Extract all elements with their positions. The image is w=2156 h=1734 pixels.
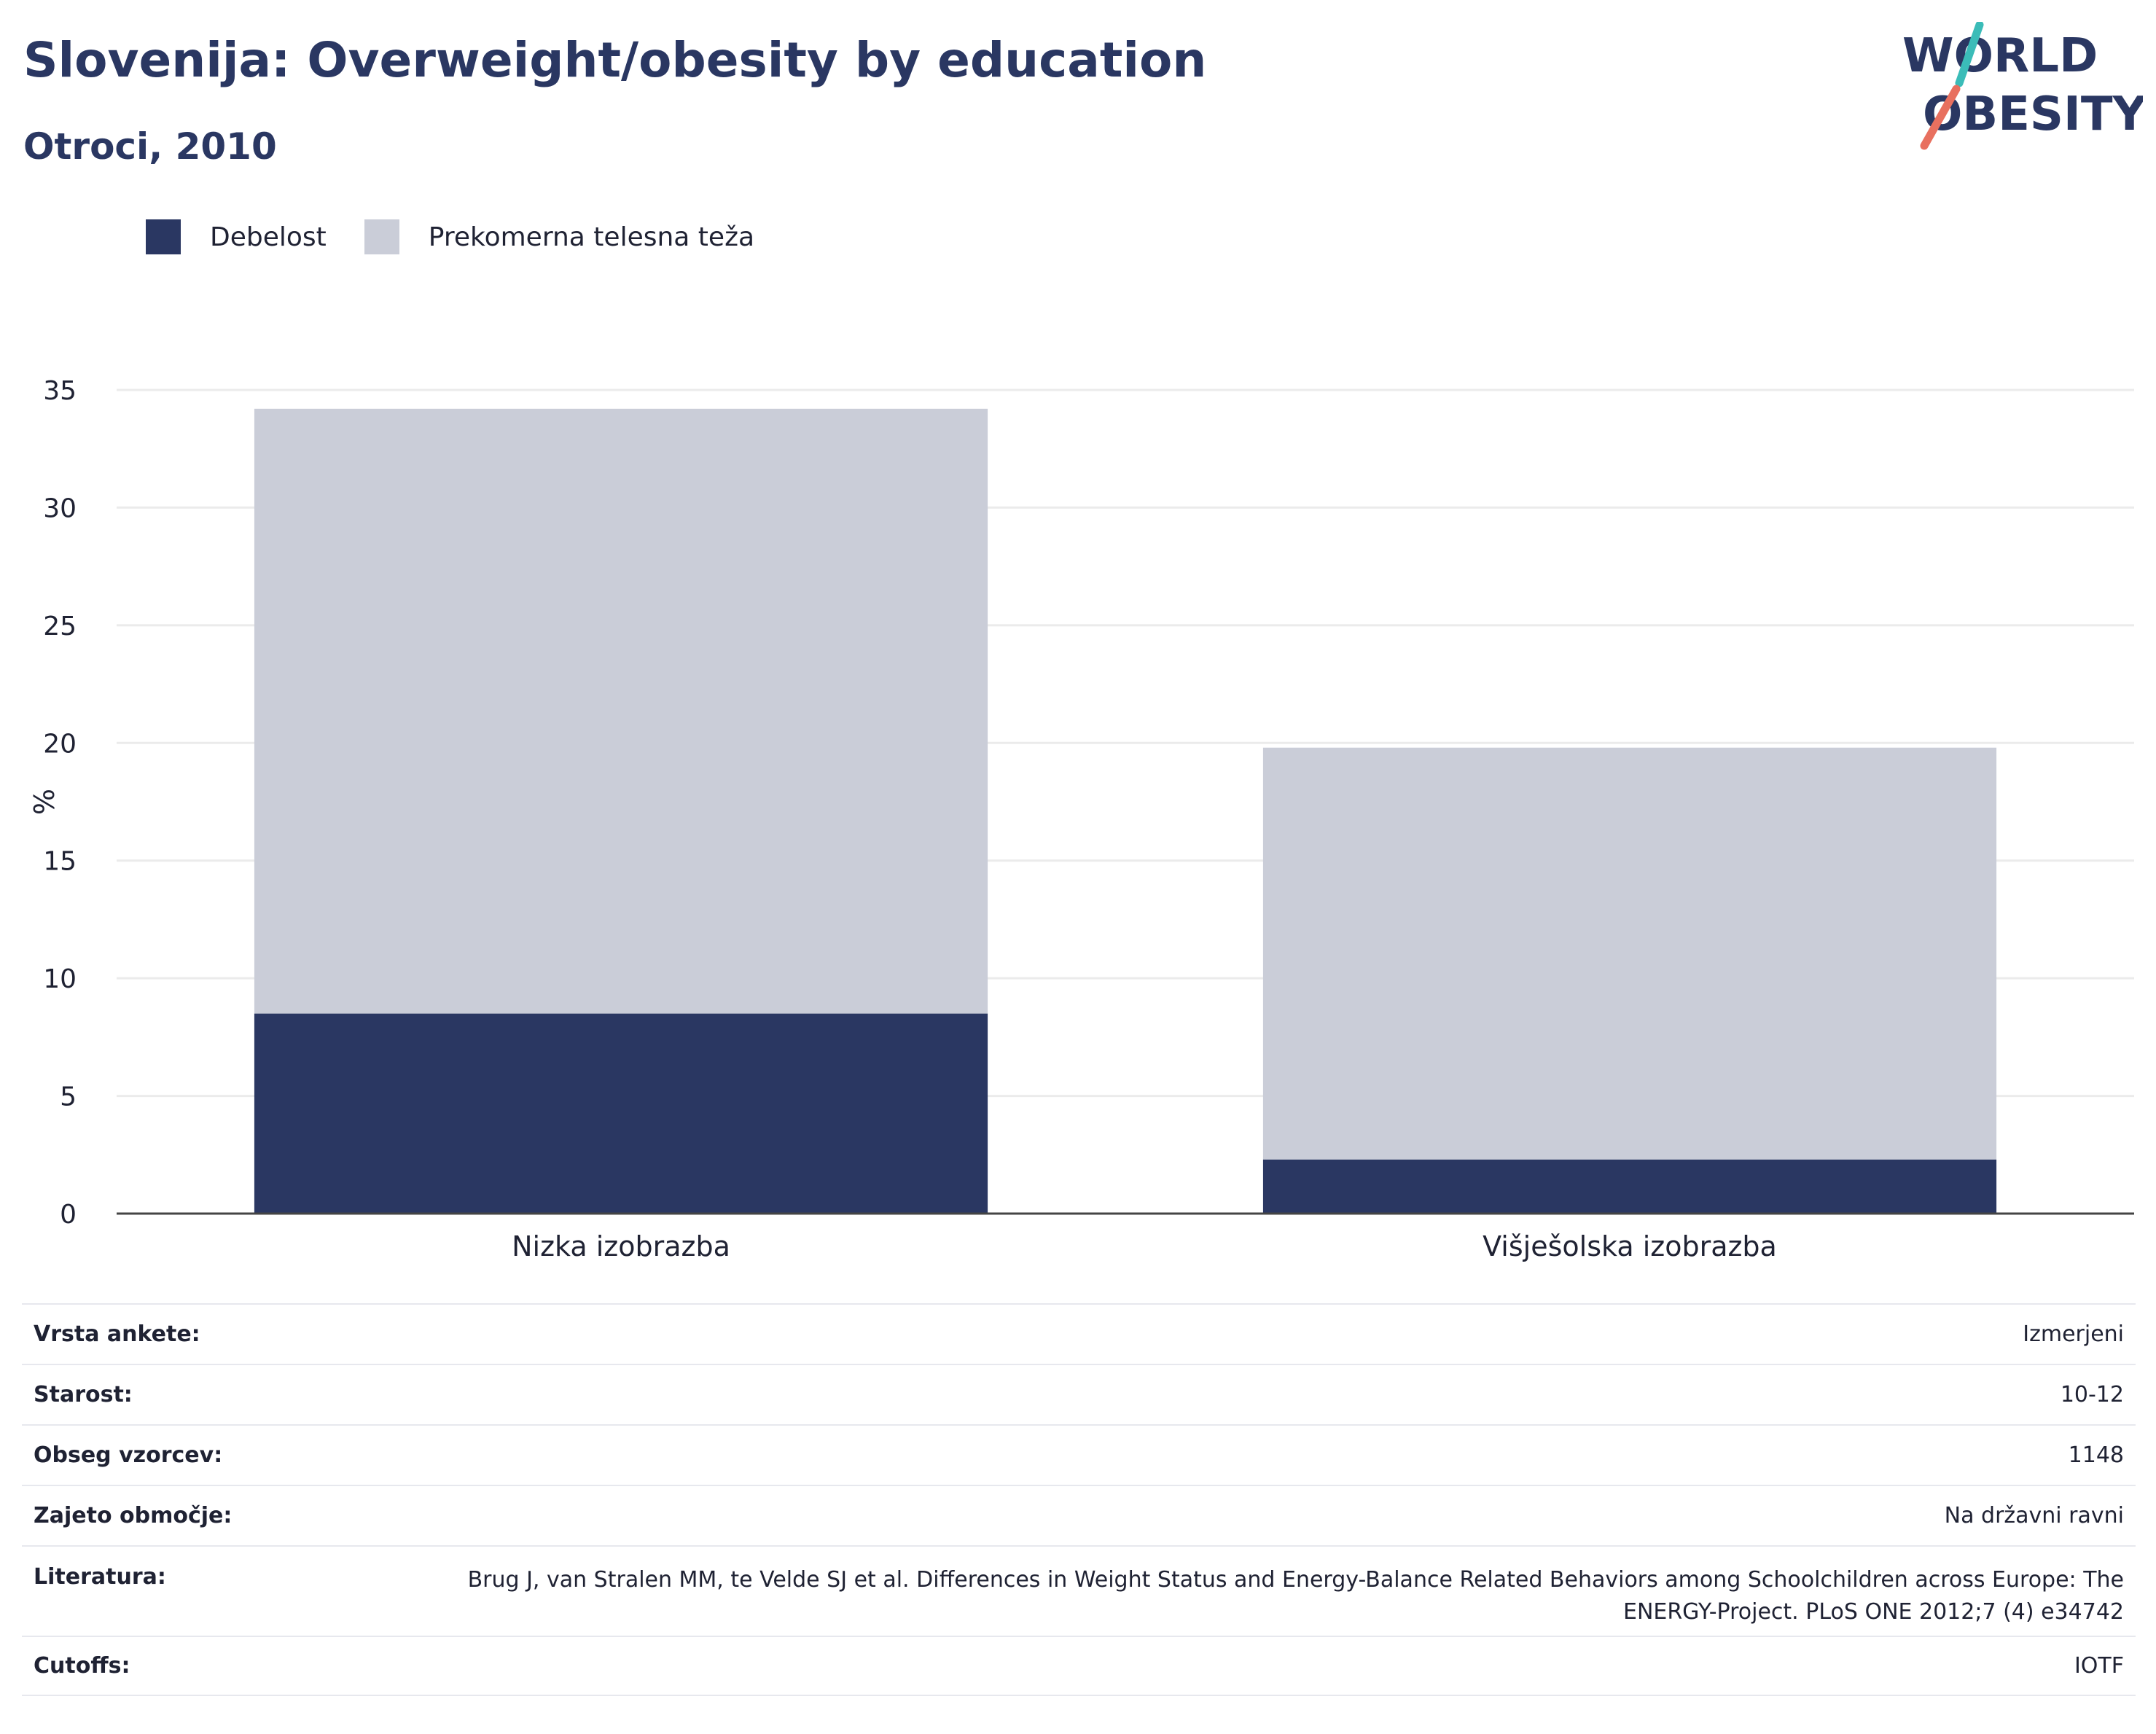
meta-row-age: Starost: 10-12	[22, 1364, 2136, 1424]
y-tick-label-10: 10	[43, 964, 77, 994]
x-axis-ticks: Nizka izobrazba Višješolska izobrazba	[512, 1230, 1777, 1262]
logo-word-world: WORLD	[1902, 29, 2098, 83]
meta-label: Vrsta ankete:	[34, 1321, 200, 1347]
chart-legend: Debelost Prekomerna telesna teža	[146, 217, 792, 257]
chart-subtitle: Otroci, 2010	[23, 125, 277, 168]
y-axis-ticks: 0 5 10 15 20 25 30 35	[43, 376, 77, 1230]
bar-obesity-1	[1262, 1159, 1997, 1214]
meta-label: Literatura:	[34, 1564, 166, 1590]
x-tick-label-0: Nizka izobrazba	[512, 1230, 730, 1262]
meta-row-cutoffs: Cutoffs: IOTF	[22, 1636, 2136, 1696]
legend-label-overweight: Prekomerna telesna teža	[428, 222, 755, 252]
y-tick-label-20: 20	[43, 729, 77, 759]
y-tick-label-15: 15	[43, 847, 77, 877]
logo-slash-teal	[1955, 22, 1984, 87]
meta-value: Na državni ravni	[1944, 1502, 2124, 1528]
bar-overweight-1	[1262, 747, 1997, 1160]
legend-swatch-obesity	[146, 219, 181, 254]
legend-item-obesity[interactable]: Debelost	[146, 219, 327, 254]
legend-item-overweight[interactable]: Prekomerna telesna teža	[364, 219, 754, 254]
y-axis-label: %	[28, 789, 60, 815]
meta-row-sample-size: Obseg vzorcev: 1148	[22, 1424, 2136, 1485]
meta-value: 1148	[2068, 1442, 2124, 1468]
y-tick-label-0: 0	[60, 1200, 77, 1230]
meta-value: IOTF	[2074, 1652, 2124, 1679]
meta-value: 10-12	[2060, 1381, 2124, 1407]
legend-swatch-overweight	[364, 219, 399, 254]
chart-title: Slovenija: Overweight/obesity by educati…	[23, 32, 1207, 88]
logo-word-obesity: OBESITY	[1923, 87, 2143, 141]
meta-label: Zajeto območje:	[34, 1503, 233, 1528]
meta-value: Izmerjeni	[2023, 1321, 2124, 1347]
y-tick-label-30: 30	[43, 493, 77, 523]
x-tick-label-1: Višješolska izobrazba	[1483, 1230, 1777, 1262]
meta-label: Cutoffs:	[34, 1653, 130, 1679]
y-tick-label-35: 35	[43, 376, 77, 406]
y-tick-label-5: 5	[60, 1082, 77, 1112]
metadata-table: Vrsta ankete: Izmerjeni Starost: 10-12 O…	[22, 1303, 2136, 1696]
logo-slash-coral	[1920, 85, 1961, 150]
meta-value: Brug J, van Stralen MM, te Velde SJ et a…	[467, 1567, 2124, 1625]
legend-label-obesity: Debelost	[210, 222, 327, 252]
bar-overweight-0	[254, 408, 988, 1014]
stacked-bar-chart: 0 5 10 15 20 25 30 35 % Nizka izobrazba Višješol…	[28, 376, 2134, 1262]
y-tick-label-25: 25	[43, 612, 77, 641]
meta-row-literature: Literatura: Brug J, van Stralen MM, te V…	[22, 1545, 2136, 1636]
meta-label: Obseg vzorcev:	[34, 1442, 223, 1468]
world-obesity-logo: WORLD OBESITY	[1902, 22, 2143, 150]
bar-obesity-0	[254, 1013, 988, 1214]
meta-row-area: Zajeto območje: Na državni ravni	[22, 1485, 2136, 1545]
bars	[254, 408, 1997, 1214]
meta-label: Starost:	[34, 1382, 133, 1407]
meta-row-survey-type: Vrsta ankete: Izmerjeni	[22, 1303, 2136, 1364]
